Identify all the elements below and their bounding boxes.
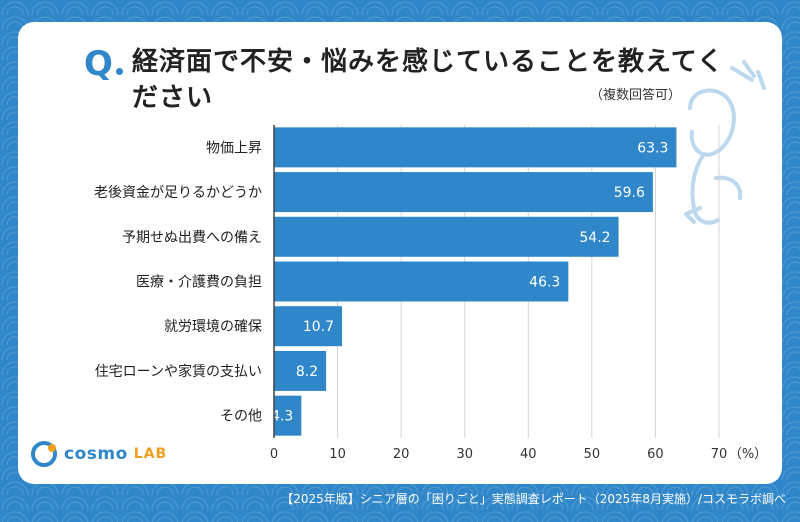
category-label: 就労環境の確保 <box>164 319 262 335</box>
cosmo-lab-logo: cosmo LAB <box>30 440 167 468</box>
q-mark: Q <box>84 44 113 84</box>
bar <box>274 395 302 436</box>
value-label: 8.2 <box>296 364 318 380</box>
category-label: 住宅ローンや家賃の支払い <box>95 363 262 380</box>
value-label: 59.6 <box>614 185 645 201</box>
category-label: その他 <box>220 409 262 425</box>
bar <box>274 306 343 347</box>
x-tick-label: 70 <box>711 447 728 462</box>
category-label: 予期せぬ出費への備え <box>122 230 262 246</box>
x-tick-label: 40 <box>520 447 537 462</box>
category-label: 老後資金が足りるかどうか <box>94 185 262 201</box>
category-label: 物価上昇 <box>206 140 262 156</box>
x-tick-label: 50 <box>584 447 601 462</box>
bar <box>274 350 327 391</box>
footer-credit: 【2025年版】シニア層の「困りごと」実態調査レポート（2025年8月実施）/コ… <box>281 492 786 506</box>
q-dot <box>116 68 123 75</box>
value-label: 63.3 <box>637 140 668 156</box>
value-label: 10.7 <box>303 319 334 335</box>
x-tick-label: 10 <box>329 447 346 462</box>
value-label: 4.3 <box>271 409 293 425</box>
x-tick-label: 20 <box>393 447 410 462</box>
bar <box>274 216 619 257</box>
x-tick-label: 60 <box>647 447 664 462</box>
subtitle: （複数回答可） <box>590 88 682 103</box>
thinking-person-illustration <box>684 60 766 225</box>
value-label: 54.2 <box>579 230 610 246</box>
logo-text-lab: LAB <box>133 446 168 462</box>
bar <box>274 127 677 168</box>
bar <box>274 172 653 213</box>
value-label: 46.3 <box>529 275 560 291</box>
x-axis-unit: （%） <box>729 447 767 462</box>
x-tick-label: 30 <box>456 447 473 462</box>
category-label: 医療・介護費の負担 <box>136 274 262 291</box>
logo-icon <box>31 441 57 467</box>
x-tick-label: 0 <box>270 447 278 462</box>
logo-text-cosmo: cosmo <box>64 444 128 464</box>
bar <box>274 261 569 302</box>
page-title: 経済面で不安・悩みを感じていることを教えてください <box>132 47 724 113</box>
